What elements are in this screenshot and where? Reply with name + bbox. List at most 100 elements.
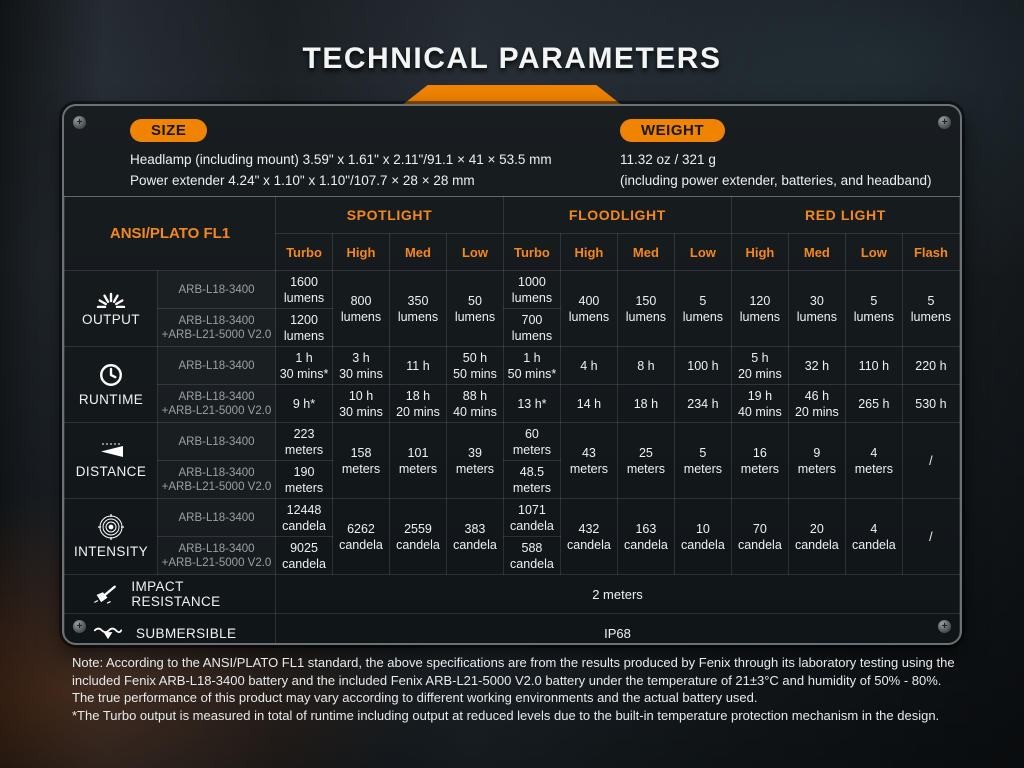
spec-cell: 9 meters (787, 422, 846, 499)
group-header-spotlight: SPOTLIGHT (275, 196, 504, 234)
spec-cell: 48.5 meters (502, 460, 561, 499)
row-label-impact-resistance: IMPACT RESISTANCE (64, 574, 277, 614)
spec-cell: 223 meters (275, 422, 333, 461)
spec-cell: 1000 lumens (502, 270, 561, 309)
spec-cell: 70 candela (730, 498, 789, 575)
spec-cell: 19 h 40 mins (730, 384, 789, 423)
footnote-asterisk: *The Turbo output is measured in total o… (72, 707, 940, 723)
spec-table: ANSI/PLATO FL1 SPOTLIGHT FLOODLIGHT RED … (64, 196, 960, 643)
spec-cell: 10 h 30 mins (332, 384, 390, 423)
spec-cell: 400 lumens (559, 270, 618, 347)
light-output-icon (96, 292, 126, 308)
spec-cell: 13 h* (502, 384, 561, 423)
mode-header: Med (787, 233, 846, 271)
spec-cell: 100 h (673, 346, 732, 385)
battery-cell: ARB-L18-3400 (156, 422, 277, 461)
mode-header: Low (844, 233, 903, 271)
spec-cell: 220 h (901, 346, 960, 385)
spec-cell: 50 lumens (445, 270, 504, 347)
spec-cell: 5 lumens (901, 270, 960, 347)
battery-cell: ARB-L18-3400 +ARB-L21-5000 V2.0 (156, 384, 277, 423)
row-label-intensity: INTENSITY (64, 498, 158, 575)
battery-cell: ARB-L18-3400 (156, 270, 277, 309)
fl1-standard-label: ANSI/PLATO FL1 (64, 196, 277, 271)
spec-cell: 50 h 50 mins (445, 346, 504, 385)
size-extender-line: Power extender 4.24" x 1.10" x 1.10"/107… (130, 173, 475, 188)
spec-cell: 10 candela (673, 498, 732, 575)
spec-cell: 350 lumens (388, 270, 447, 347)
spec-cell: 530 h (901, 384, 960, 423)
spec-cell: 700 lumens (502, 308, 561, 347)
spec-cell: 18 h (616, 384, 675, 423)
spec-cell: 46 h 20 mins (787, 384, 846, 423)
spec-cell: 4 meters (844, 422, 903, 499)
spec-cell: 163 candela (616, 498, 675, 575)
row-label-distance: DISTANCE (64, 422, 158, 499)
mode-header: Low (673, 233, 732, 271)
screw-icon: + (938, 116, 951, 129)
spec-cell: 265 h (844, 384, 903, 423)
screw-icon: + (73, 116, 86, 129)
clock-icon (100, 364, 122, 386)
spec-cell: 588 candela (502, 536, 561, 575)
spec-cell: / (901, 498, 960, 575)
spec-cell: 12448 candela (275, 498, 333, 537)
spec-cell: 800 lumens (332, 270, 390, 347)
spec-cell: 234 h (673, 384, 732, 423)
row-label-text: IMPACT RESISTANCE (131, 579, 221, 609)
footnote-section: Note: According to the ANSI/PLATO FL1 st… (72, 654, 964, 724)
spec-cell: 6262 candela (332, 498, 390, 575)
row-label-text: OUTPUT (82, 312, 140, 327)
spec-cell: 1600 lumens (275, 270, 333, 309)
mode-header: High (730, 233, 789, 271)
spec-cell: 5 lumens (673, 270, 732, 347)
spec-cell: 43 meters (559, 422, 618, 499)
weight-detail-line: (including power extender, batteries, an… (620, 173, 932, 188)
spec-cell: 190 meters (275, 460, 333, 499)
spec-cell: 3 h 30 mins (332, 346, 390, 385)
row-label-text: RUNTIME (78, 392, 144, 407)
row-label-output: OUTPUT (64, 270, 158, 347)
mode-header: Turbo (502, 233, 561, 271)
spec-cell: 383 candela (445, 498, 504, 575)
spec-cell: 150 lumens (616, 270, 675, 347)
spec-cell: 1 h 50 mins* (502, 346, 561, 385)
mode-header: Turbo (275, 233, 333, 271)
spec-cell: 18 h 20 mins (388, 384, 447, 423)
spec-cell: / (901, 422, 960, 499)
spec-cell: 39 meters (445, 422, 504, 499)
spec-cell: 8 h (616, 346, 675, 385)
spec-cell: 30 lumens (787, 270, 846, 347)
spec-cell: 110 h (844, 346, 903, 385)
spec-cell: 5 h 20 mins (730, 346, 789, 385)
footnote-main: Note: According to the ANSI/PLATO FL1 st… (72, 655, 955, 705)
spec-cell: 2559 candela (388, 498, 447, 575)
size-block: SIZE Headlamp (including mount) 3.59" x … (130, 119, 552, 191)
mode-header: Low (445, 233, 504, 271)
beam-distance-icon (101, 443, 123, 457)
row-label-submersible: SUBMERSIBLE (64, 613, 277, 643)
group-header-floodlight: FLOODLIGHT (502, 196, 732, 234)
weight-block: WEIGHT 11.32 oz / 321 g (including power… (620, 119, 931, 191)
spec-cell: 158 meters (332, 422, 390, 499)
spec-cell: 5 meters (673, 422, 732, 499)
spec-cell: 9025 candela (275, 536, 333, 575)
spec-cell: 32 h (787, 346, 846, 385)
spec-cell: 25 meters (616, 422, 675, 499)
row-label-text: INTENSITY (73, 544, 149, 559)
spec-cell: 60 meters (502, 422, 561, 461)
impact-resistance-value: 2 meters (275, 574, 960, 614)
mode-header: Flash (901, 233, 960, 271)
spec-cell: 9 h* (275, 384, 333, 423)
spec-cell: 120 lumens (730, 270, 789, 347)
spec-panel: + + + + SIZE Headlamp (including mount) … (62, 104, 962, 645)
size-headlamp-line: Headlamp (including mount) 3.59" x 1.61"… (130, 152, 552, 167)
weight-value-line: 11.32 oz / 321 g (620, 152, 716, 167)
spec-cell: 1200 lumens (275, 308, 333, 347)
spec-cell: 4 h (559, 346, 618, 385)
page-title: TECHNICAL PARAMETERS (302, 42, 722, 75)
battery-cell: ARB-L18-3400 +ARB-L21-5000 V2.0 (156, 308, 277, 347)
row-label-runtime: RUNTIME (64, 346, 158, 423)
submersible-value: IP68 (275, 613, 960, 643)
